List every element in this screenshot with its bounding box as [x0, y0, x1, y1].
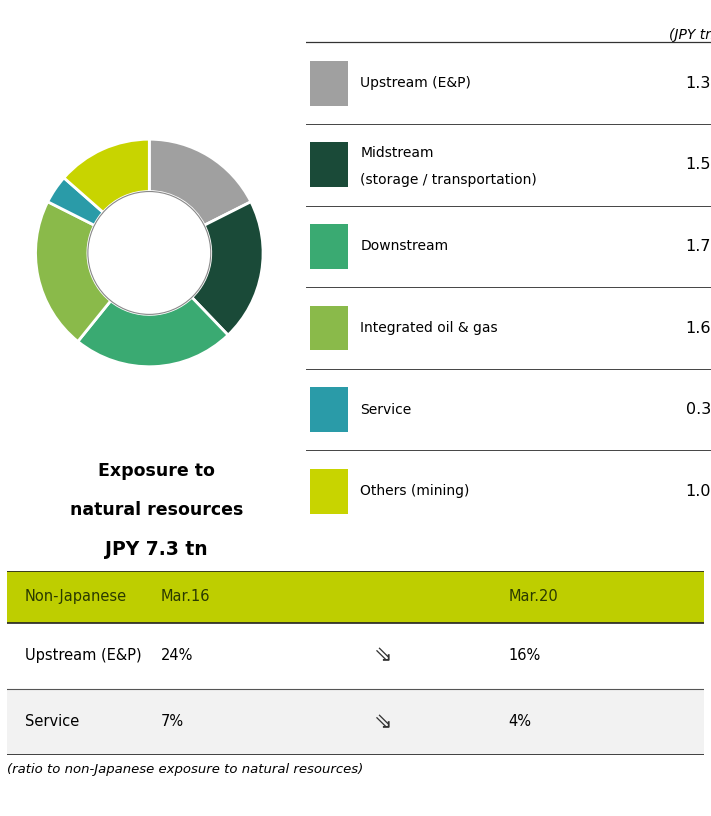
Text: (JPY tn): (JPY tn): [669, 28, 711, 42]
Bar: [310, 143, 348, 188]
Text: (storage / transportation): (storage / transportation): [360, 172, 538, 187]
Text: 1.3: 1.3: [685, 76, 711, 91]
Text: Upstream (E&P): Upstream (E&P): [24, 648, 141, 663]
Text: Service: Service: [24, 714, 79, 730]
Bar: [7, 571, 704, 623]
Text: Midstream: Midstream: [360, 145, 434, 160]
Text: ⇘: ⇘: [374, 645, 392, 666]
Wedge shape: [77, 297, 228, 366]
Wedge shape: [48, 178, 103, 225]
Text: 1.7: 1.7: [685, 239, 711, 254]
Text: Downstream: Downstream: [360, 239, 449, 254]
Text: 1.5: 1.5: [685, 157, 711, 172]
Text: Exposure to: Exposure to: [98, 462, 215, 480]
Text: (ratio to non-Japanese exposure to natural resources): (ratio to non-Japanese exposure to natur…: [7, 764, 363, 776]
Text: 1.0: 1.0: [685, 484, 711, 499]
Text: 4%: 4%: [509, 714, 532, 730]
Text: ⇘: ⇘: [374, 712, 392, 732]
Bar: [310, 468, 348, 514]
Circle shape: [88, 192, 210, 314]
Wedge shape: [149, 140, 251, 225]
Bar: [7, 689, 704, 755]
Text: Non-Japanese: Non-Japanese: [24, 589, 127, 605]
Bar: [310, 61, 348, 106]
Bar: [310, 305, 348, 351]
Text: Mar.20: Mar.20: [509, 589, 559, 605]
Text: JPY 7.3 tn: JPY 7.3 tn: [105, 540, 208, 559]
Bar: [310, 224, 348, 268]
Wedge shape: [192, 202, 263, 335]
Text: 1.6: 1.6: [685, 321, 711, 335]
Text: natural resources: natural resources: [70, 501, 243, 519]
Text: Others (mining): Others (mining): [360, 484, 470, 499]
Text: Integrated oil & gas: Integrated oil & gas: [360, 321, 498, 335]
Text: 7%: 7%: [161, 714, 183, 730]
Bar: [310, 388, 348, 432]
Text: Upstream (E&P): Upstream (E&P): [360, 76, 471, 91]
Text: Service: Service: [360, 402, 412, 417]
Wedge shape: [36, 202, 111, 341]
Wedge shape: [64, 140, 149, 212]
Text: 24%: 24%: [161, 648, 193, 663]
Text: Mar.16: Mar.16: [161, 589, 210, 605]
Text: 16%: 16%: [509, 648, 541, 663]
Text: 5.6% of total exposure: 5.6% of total exposure: [41, 592, 272, 610]
Text: 0.3: 0.3: [685, 402, 711, 417]
